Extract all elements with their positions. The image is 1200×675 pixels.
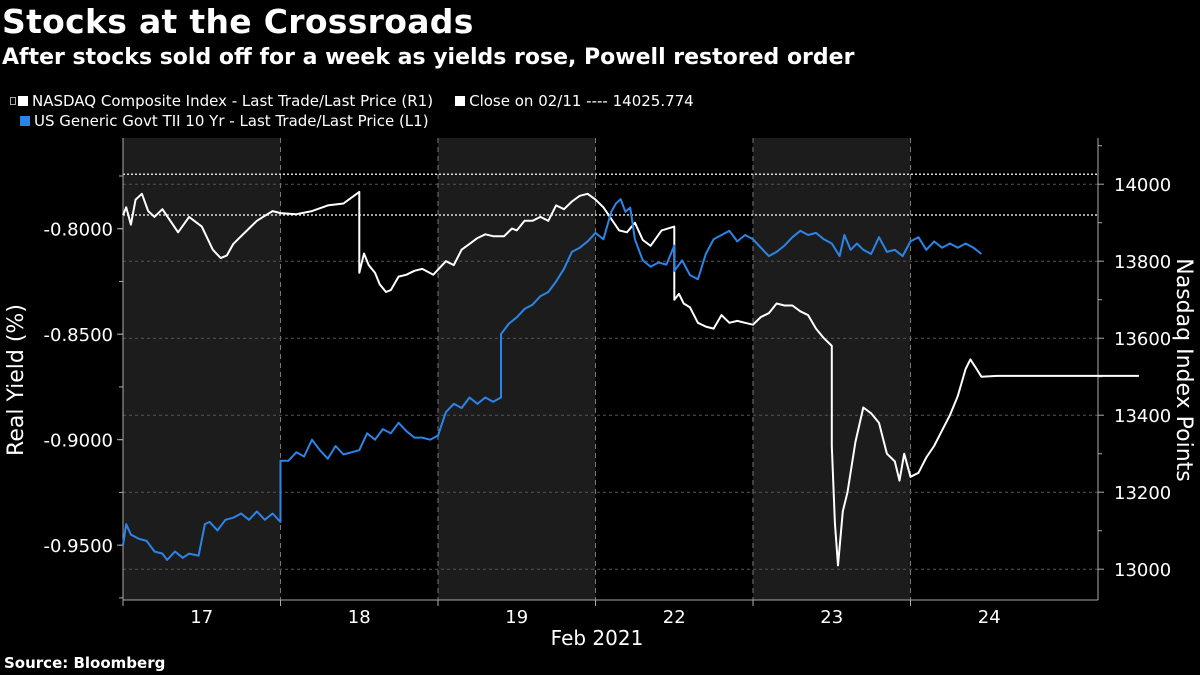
right-tick-label: 13200 (1114, 483, 1171, 504)
right-tick-label: 13600 (1114, 329, 1171, 350)
legend-row-1: NASDAQ Composite Index - Last Trade/Last… (10, 92, 694, 110)
chart-subtitle: After stocks sold off for a week as yiel… (2, 45, 855, 70)
x-tick-label: 18 (348, 607, 371, 628)
right-tick-label: 14000 (1114, 175, 1171, 196)
nasdaq-series-line (122, 190, 1139, 567)
legend-nasdaq: NASDAQ Composite Index - Last Trade/Last… (32, 92, 434, 110)
x-tick-label: 24 (978, 607, 1001, 628)
x-axis-title: Feb 2021 (551, 626, 644, 650)
right-tick-label: 13400 (1114, 406, 1171, 427)
left-tick-label: -0.9000 (44, 431, 113, 452)
flag-icon (10, 97, 16, 105)
left-tick-label: -0.8500 (44, 325, 113, 346)
yield-swatch (20, 116, 30, 126)
left-tick-label: -0.8000 (44, 220, 113, 241)
x-tick-label: 23 (820, 607, 843, 628)
legend-close: Close on 02/11 ---- 14025.774 (469, 92, 694, 110)
legend-yield: US Generic Govt TII 10 Yr - Last Trade/L… (34, 112, 429, 130)
yield-series-line (122, 198, 983, 561)
x-tick-label: 17 (190, 607, 213, 628)
left-tick-label: -0.9500 (44, 536, 113, 557)
close-swatch (455, 96, 466, 106)
source-note: Source: Bloomberg (4, 654, 166, 672)
x-tick-label: 22 (663, 607, 686, 628)
nasdaq-swatch (18, 96, 28, 106)
shaded-day-19 (438, 138, 596, 600)
right-tick-label: 13800 (1114, 252, 1171, 273)
x-tick-label: 19 (505, 607, 528, 628)
left-axis-title: Real Yield (%) (4, 304, 29, 456)
legend-row-2: US Generic Govt TII 10 Yr - Last Trade/L… (10, 112, 429, 130)
right-axis-title: Nasdaq Index Points (1171, 258, 1196, 481)
shaded-day-17 (123, 138, 281, 600)
right-tick-label: 13000 (1114, 560, 1171, 581)
chart-title: Stocks at the Crossroads (2, 2, 474, 41)
